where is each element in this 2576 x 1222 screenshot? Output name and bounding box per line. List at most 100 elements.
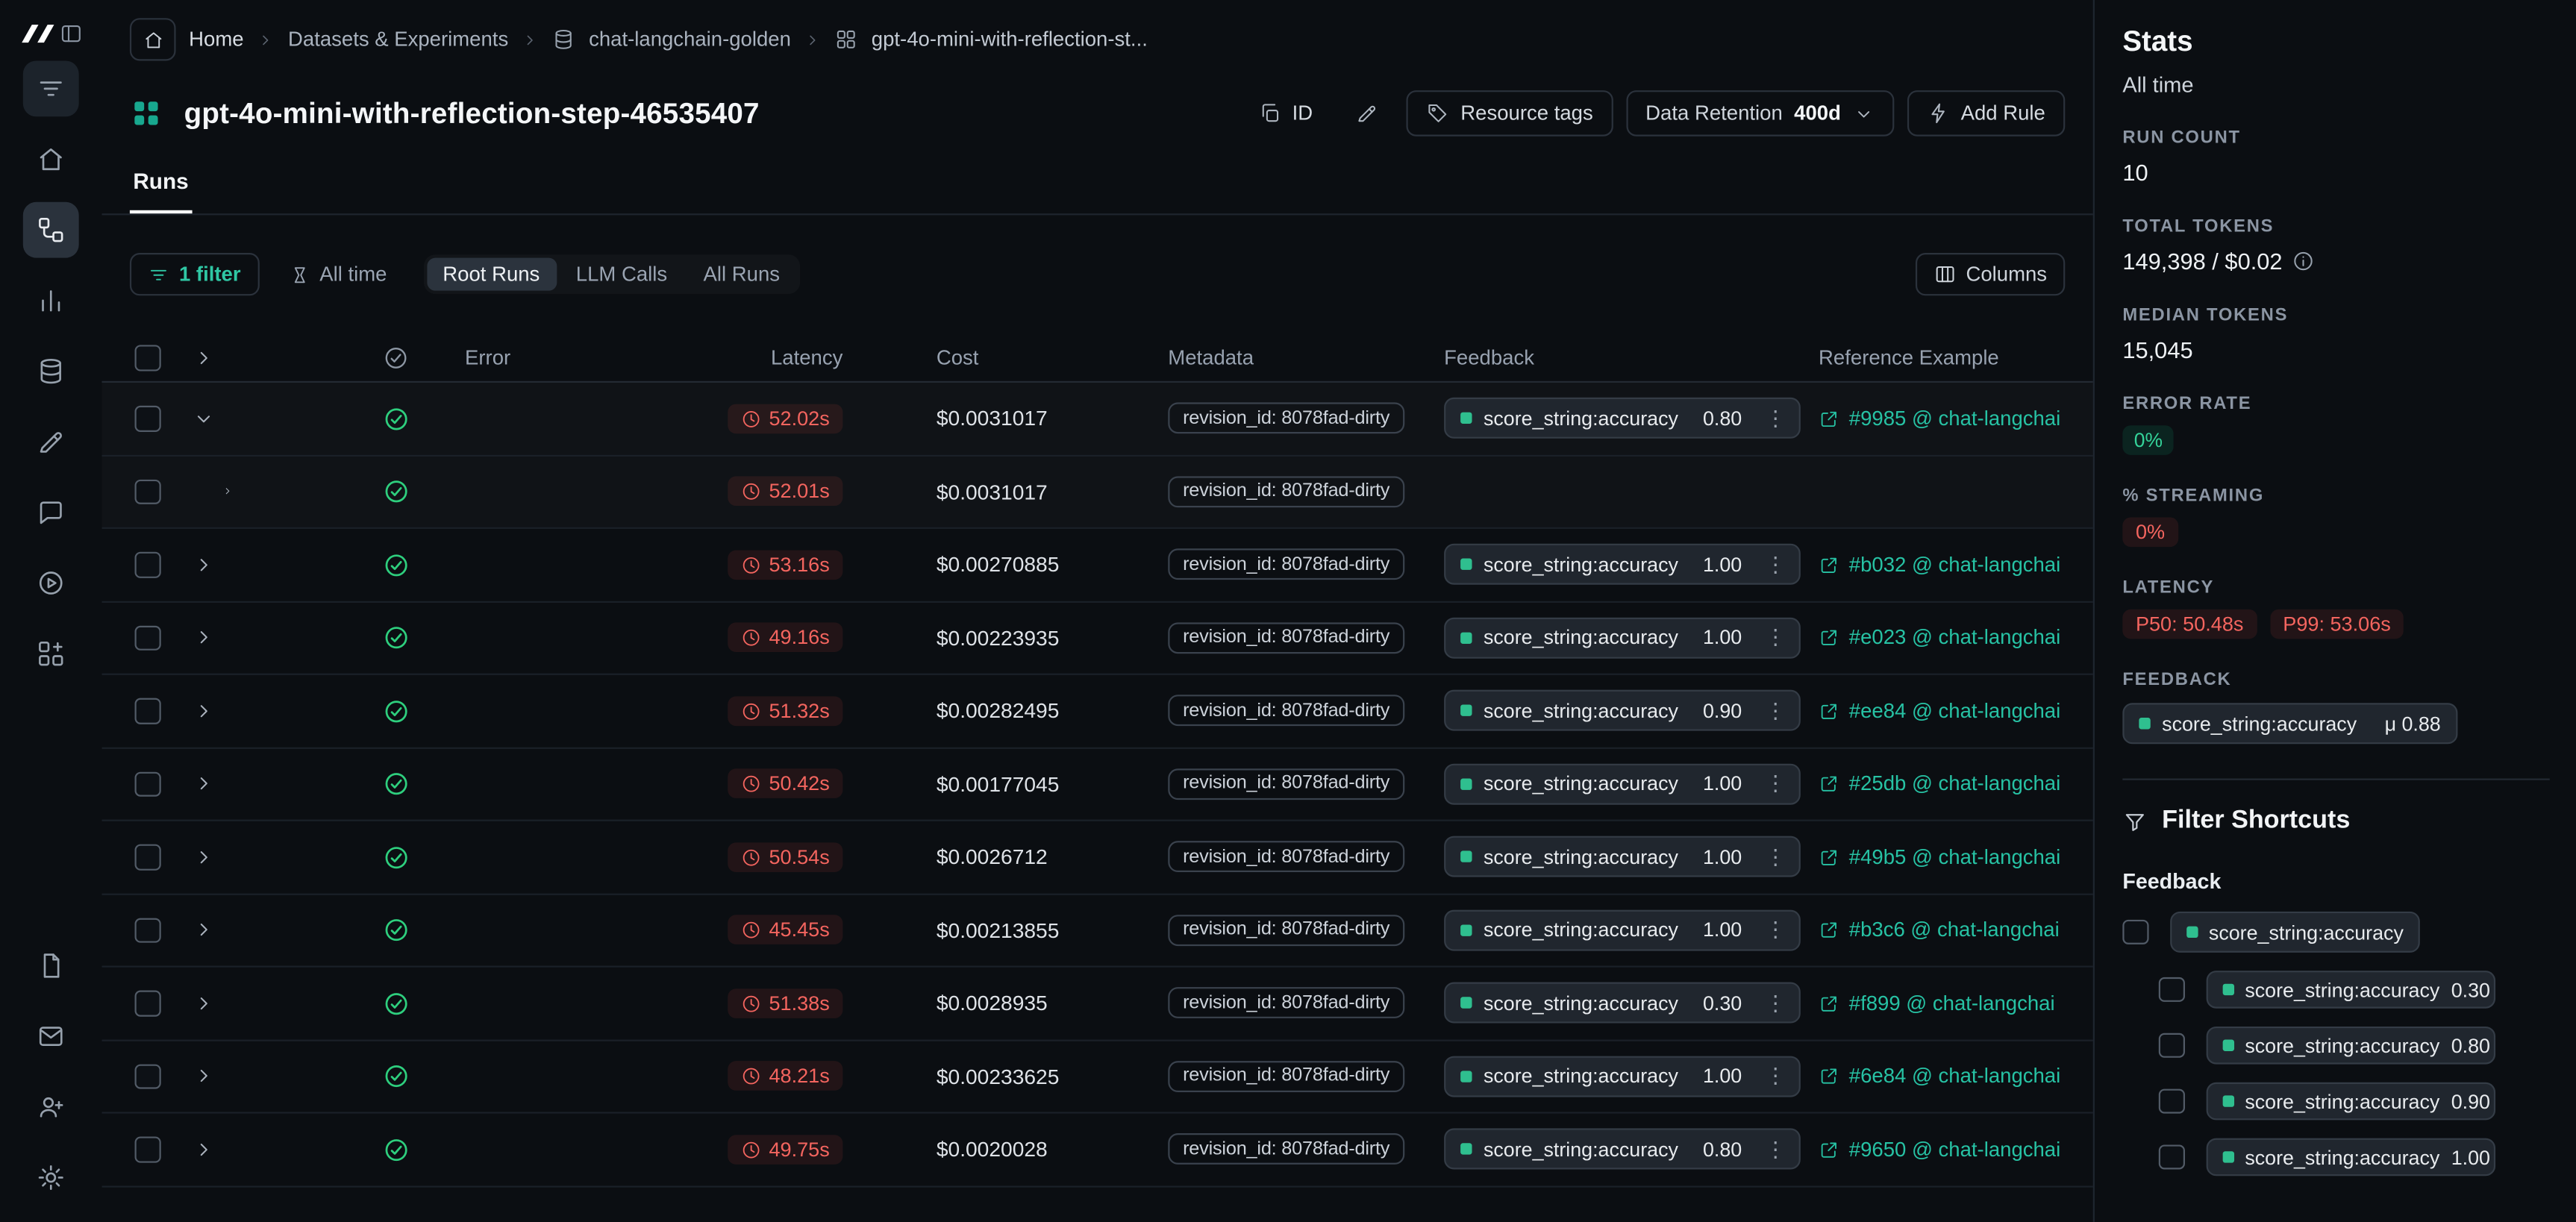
reference-link[interactable]: #b032 @ chat-langchai — [1819, 553, 2060, 576]
shortcut-option-badge[interactable]: score_string:accuracy 0.90 — [2205, 1082, 2495, 1121]
filters-button[interactable]: 1 filter — [129, 253, 259, 296]
row-checkbox[interactable] — [134, 551, 160, 577]
columns-button[interactable]: Columns — [1915, 253, 2066, 296]
row-checkbox[interactable] — [134, 1136, 160, 1162]
edit-button[interactable] — [1341, 90, 1393, 137]
feedback-badge[interactable]: score_string:accuracy 1.00 ⋮ — [1444, 617, 1801, 659]
row-checkbox[interactable] — [134, 478, 160, 504]
settings-nav[interactable] — [23, 1150, 79, 1206]
breadcrumb-datasets[interactable]: Datasets & Experiments — [288, 28, 509, 51]
shortcut-option-badge[interactable]: score_string:accuracy 1.00 — [2205, 1138, 2495, 1176]
feedback-badge[interactable]: score_string:accuracy 1.00 ⋮ — [1444, 909, 1801, 951]
shortcut-option-checkbox[interactable] — [2158, 1088, 2184, 1115]
table-row[interactable]: 50.54s $0.0026712 revision_id: 8078fad-d… — [101, 821, 2093, 894]
segment-llm-calls[interactable]: LLM Calls — [575, 263, 668, 286]
docs-nav[interactable] — [23, 938, 79, 994]
reference-link[interactable]: #f899 @ chat-langchai — [1819, 991, 2055, 1015]
data-retention-dropdown[interactable]: Data Retention 400d — [1625, 90, 1894, 137]
add-rule-button[interactable]: Add Rule — [1906, 90, 2066, 137]
table-row[interactable]: 51.32s $0.00282495 revision_id: 8078fad-… — [101, 675, 2093, 748]
feedback-badge[interactable]: score_string:accuracy 0.30 ⋮ — [1444, 983, 1801, 1024]
table-row[interactable]: 48.21s $0.00233625 revision_id: 8078fad-… — [101, 1041, 2093, 1114]
expand-chevron-icon[interactable] — [193, 407, 216, 430]
expand-chevron-icon[interactable] — [222, 480, 233, 503]
breadcrumb-dataset-name[interactable]: chat-langchain-golden — [589, 28, 791, 51]
reference-link[interactable]: #ee84 @ chat-langchai — [1819, 699, 2060, 722]
reference-link[interactable]: #9650 @ chat-langchai — [1819, 1138, 2060, 1161]
reference-link[interactable]: #b3c6 @ chat-langchai — [1819, 918, 2060, 941]
expand-chevron-icon[interactable] — [193, 553, 216, 576]
segment-all-runs[interactable]: All Runs — [703, 263, 781, 286]
table-row[interactable]: 45.45s $0.00213855 revision_id: 8078fad-… — [101, 894, 2093, 968]
table-row[interactable]: 51.38s $0.0028935 revision_id: 8078fad-d… — [101, 968, 2093, 1041]
copy-id-button[interactable]: ID — [1243, 90, 1328, 137]
feedback-menu-icon[interactable]: ⋮ — [1765, 624, 1786, 650]
breadcrumb-home-icon[interactable] — [129, 18, 176, 61]
feedback-menu-icon[interactable]: ⋮ — [1765, 771, 1786, 796]
deployments-nav[interactable] — [23, 626, 79, 682]
reference-link[interactable]: #25db @ chat-langchai — [1819, 772, 2060, 795]
row-checkbox[interactable] — [134, 624, 160, 651]
row-checkbox[interactable] — [134, 1063, 160, 1089]
playground-nav[interactable] — [23, 555, 79, 611]
row-checkbox[interactable] — [134, 990, 160, 1016]
feedback-menu-icon[interactable]: ⋮ — [1765, 698, 1786, 723]
reference-link[interactable]: #9985 @ chat-langchai — [1819, 407, 2060, 430]
resource-tags-button[interactable]: Resource tags — [1406, 90, 1613, 137]
mail-nav[interactable] — [23, 1009, 79, 1065]
monitoring-nav[interactable] — [23, 272, 79, 328]
shortcut-option-checkbox[interactable] — [2158, 977, 2184, 1003]
expand-chevron-icon[interactable] — [193, 991, 216, 1015]
shortcut-option-badge[interactable]: score_string:accuracy 0.80 — [2205, 1026, 2495, 1065]
feedback-menu-icon[interactable]: ⋮ — [1765, 844, 1786, 869]
feedback-badge[interactable]: score_string:accuracy 0.80 ⋮ — [1444, 398, 1801, 439]
shortcut-parent-checkbox[interactable] — [2122, 919, 2148, 945]
expand-all-chevron-icon[interactable] — [193, 347, 216, 370]
shortcut-option-checkbox[interactable] — [2158, 1033, 2184, 1059]
expand-chevron-icon[interactable] — [193, 699, 216, 722]
annotation-nav[interactable] — [23, 414, 79, 470]
prompts-nav[interactable] — [23, 484, 79, 540]
table-row[interactable]: 52.01s $0.0031017 revision_id: 8078fad-d… — [101, 456, 2093, 529]
time-range-button[interactable]: All time — [278, 253, 396, 295]
feedback-menu-icon[interactable]: ⋮ — [1765, 551, 1786, 577]
feedback-menu-icon[interactable]: ⋮ — [1765, 989, 1786, 1015]
feedback-menu-icon[interactable]: ⋮ — [1765, 405, 1786, 430]
expand-chevron-icon[interactable] — [193, 626, 216, 649]
feedback-badge[interactable]: score_string:accuracy 0.90 ⋮ — [1444, 690, 1801, 732]
shortcut-option-checkbox[interactable] — [2158, 1144, 2184, 1171]
row-checkbox[interactable] — [134, 405, 160, 431]
feedback-menu-icon[interactable]: ⋮ — [1765, 1062, 1786, 1088]
row-checkbox[interactable] — [134, 917, 160, 943]
breadcrumb-experiment-name[interactable]: gpt-4o-mini-with-reflection-st... — [871, 28, 1148, 51]
sidebar-toggle-icon[interactable] — [60, 22, 84, 46]
breadcrumb-home[interactable]: Home — [189, 28, 244, 51]
select-all-checkbox[interactable] — [134, 345, 160, 371]
shortcut-parent-badge[interactable]: score_string:accuracy — [2169, 911, 2420, 953]
feedback-menu-icon[interactable]: ⋮ — [1765, 916, 1786, 942]
feedback-badge[interactable]: score_string:accuracy 1.00 ⋮ — [1444, 544, 1801, 586]
row-checkbox[interactable] — [134, 698, 160, 724]
langsmith-logo-icon[interactable] — [18, 22, 60, 46]
tracing-projects-nav[interactable] — [22, 201, 79, 258]
expand-chevron-icon[interactable] — [193, 918, 216, 941]
home-nav[interactable] — [23, 131, 79, 187]
expand-chevron-icon[interactable] — [193, 845, 216, 868]
info-icon[interactable] — [2292, 250, 2316, 273]
table-row[interactable]: 49.16s $0.00223935 revision_id: 8078fad-… — [101, 602, 2093, 675]
reference-link[interactable]: #6e84 @ chat-langchai — [1819, 1065, 2060, 1088]
expand-chevron-icon[interactable] — [193, 772, 216, 795]
feedback-badge[interactable]: score_string:accuracy 0.80 ⋮ — [1444, 1128, 1801, 1171]
tab-runs[interactable]: Runs — [129, 169, 193, 214]
reference-link[interactable]: #49b5 @ chat-langchai — [1819, 845, 2060, 868]
feedback-badge[interactable]: score_string:accuracy 1.00 ⋮ — [1444, 1056, 1801, 1097]
table-row[interactable]: 49.75s $0.0020028 revision_id: 8078fad-d… — [101, 1114, 2093, 1187]
shortcut-option-badge[interactable]: score_string:accuracy 0.30 — [2205, 971, 2495, 1009]
row-checkbox[interactable] — [134, 771, 160, 797]
table-row[interactable]: 52.02s $0.0031017 revision_id: 8078fad-d… — [101, 383, 2093, 456]
reference-link[interactable]: #e023 @ chat-langchai — [1819, 626, 2060, 649]
table-row[interactable]: 53.16s $0.00270885 revision_id: 8078fad-… — [101, 529, 2093, 602]
expand-chevron-icon[interactable] — [193, 1065, 216, 1088]
invite-user-nav[interactable] — [23, 1079, 79, 1135]
nav-filter-nav[interactable] — [22, 60, 79, 117]
